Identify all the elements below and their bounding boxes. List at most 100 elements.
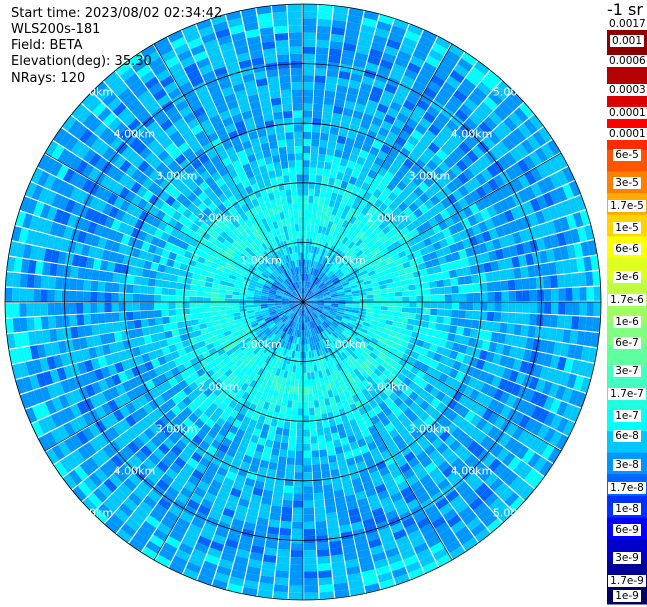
- ppi-cell: [181, 256, 191, 265]
- ppi-cell: [277, 346, 283, 354]
- ppi-cell: [195, 227, 206, 237]
- ppi-cell: [241, 365, 250, 374]
- ppi-cell: [228, 324, 237, 330]
- ppi-cell: [358, 310, 367, 315]
- ppi-cell: [331, 26, 346, 36]
- ppi-cell: [91, 453, 105, 468]
- ppi-cell: [251, 183, 260, 192]
- ppi-cell: [239, 302, 247, 306]
- ppi-cell: [441, 56, 457, 70]
- ppi-cell: [92, 335, 102, 347]
- ppi-cell: [363, 359, 372, 367]
- ppi-cell: [269, 90, 281, 99]
- ppi-cell: [369, 399, 379, 409]
- ppi-cell: [423, 129, 437, 142]
- ppi-cell: [168, 281, 177, 289]
- ppi-cell: [205, 226, 215, 236]
- ppi-cell: [361, 143, 372, 153]
- ppi-cell: [161, 346, 171, 356]
- ppi-cell: [220, 256, 230, 264]
- ppi-cell: [247, 441, 257, 451]
- ppi-cell: [348, 278, 356, 284]
- ppi-cell: [42, 371, 54, 386]
- ppi-cell: [75, 159, 89, 175]
- ppi-cell: [506, 268, 515, 280]
- ppi-cell: [341, 399, 350, 408]
- ppi-cell: [236, 379, 245, 389]
- ppi-cell: [312, 286, 318, 292]
- ppi-cell: [49, 329, 58, 342]
- ppi-cell: [39, 233, 50, 248]
- ppi-cell: [354, 431, 364, 441]
- ppi-cell: [186, 135, 198, 147]
- ppi-cell: [235, 276, 244, 283]
- ppi-cell: [300, 280, 303, 288]
- ppi-cell: [296, 238, 300, 246]
- ppi-cell: [312, 464, 321, 472]
- ppi-cell: [154, 406, 166, 419]
- ppi-cell: [451, 476, 465, 489]
- ppi-cell: [257, 211, 266, 220]
- ppi-cell: [418, 117, 432, 130]
- ppi-cell: [400, 486, 413, 498]
- ppi-cell: [265, 348, 273, 356]
- ppi-cell: [331, 163, 340, 172]
- ppi-cell: [38, 187, 50, 203]
- ppi-cell: [282, 272, 288, 279]
- ppi-cell: [483, 116, 498, 131]
- ppi-cell: [204, 554, 220, 566]
- ppi-cell: [277, 376, 283, 385]
- ppi-cell: [374, 514, 387, 525]
- ppi-cell: [334, 589, 350, 599]
- ppi-cell: [419, 135, 432, 148]
- ppi-cell: [203, 259, 213, 267]
- ppi-cell: [357, 373, 366, 383]
- ppi-cell: [226, 317, 235, 323]
- ppi-cell: [170, 350, 180, 360]
- ppi-cell: [386, 244, 395, 252]
- ppi-cell: [587, 240, 598, 256]
- ppi-cell: [227, 195, 237, 205]
- ppi-cell: [323, 276, 330, 283]
- ppi-cell: [411, 129, 424, 141]
- ppi-cell: [104, 292, 112, 302]
- ppi-cell: [380, 297, 389, 302]
- ppi-cell: [305, 252, 308, 260]
- ppi-cell: [421, 320, 430, 328]
- ppi-cell: [275, 39, 289, 48]
- ppi-cell: [247, 330, 256, 337]
- ppi-cell: [294, 351, 298, 359]
- ppi-cell: [345, 304, 353, 307]
- ppi-cell: [222, 208, 232, 218]
- ppi-cell: [280, 256, 286, 265]
- ppi-cell: [360, 562, 375, 573]
- ppi-cell: [320, 456, 329, 465]
- ppi-cell: [572, 302, 580, 316]
- ppi-cell: [312, 357, 317, 365]
- ppi-cell: [260, 262, 268, 269]
- ppi-cell: [46, 235, 56, 249]
- ppi-cell: [429, 183, 441, 195]
- ppi-cell: [444, 340, 454, 350]
- ppi-cell: [204, 468, 216, 479]
- ppi-cell: [340, 351, 348, 360]
- ppi-cell: [303, 252, 306, 260]
- ppi-cell: [313, 327, 318, 336]
- ppi-cell: [255, 257, 263, 264]
- ppi-cell: [283, 211, 290, 219]
- ppi-cell: [510, 206, 522, 220]
- ppi-cell: [92, 81, 108, 97]
- ppi-cell: [246, 304, 254, 308]
- ppi-cell: [269, 342, 276, 350]
- ppi-cell: [338, 323, 346, 329]
- ppi-cell: [264, 156, 273, 165]
- ppi-cell: [269, 333, 277, 341]
- ppi-cell: [380, 449, 392, 460]
- ppi-cell: [270, 324, 277, 331]
- ppi-cell: [168, 433, 180, 445]
- ppi-cell: [441, 406, 453, 418]
- ppi-cell: [187, 192, 198, 203]
- ppi-cell: [214, 226, 224, 235]
- ppi-cell: [281, 298, 289, 301]
- ppi-cell: [137, 363, 148, 375]
